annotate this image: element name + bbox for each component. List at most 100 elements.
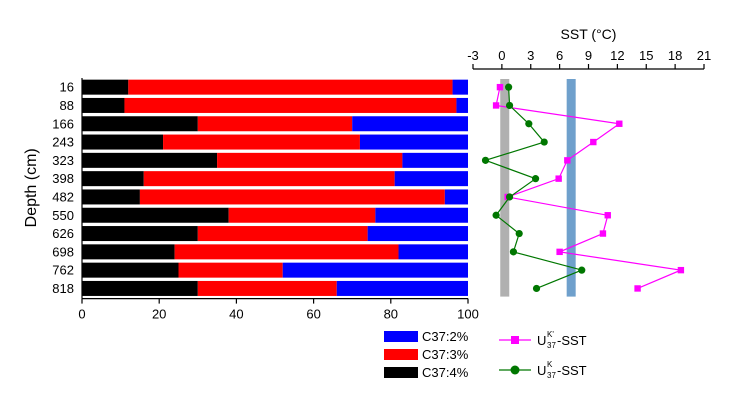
legend-swatch-c37-3-: [384, 349, 418, 360]
sst-tick-label: 21: [697, 48, 711, 63]
bar-c37-2--323: [402, 152, 468, 168]
sst-tick-label: 18: [668, 48, 682, 63]
sst-point-square: [604, 212, 611, 219]
sst-point-circle: [505, 83, 513, 91]
x-tick-label: 20: [152, 307, 166, 322]
sst-point-circle: [515, 229, 523, 238]
sst-line-1: [483, 87, 584, 289]
legend-label: C37:3%: [422, 347, 469, 362]
legend-series-superscript: K': [547, 330, 554, 339]
bar-c37-2--482: [444, 189, 468, 205]
sst-point-square: [590, 138, 597, 146]
y-axis-label: Depth (cm): [23, 148, 40, 227]
legend-swatch-c37-2-: [384, 331, 418, 342]
depth-tick-label: 626: [52, 226, 74, 241]
bar-c37-3--550: [228, 207, 376, 223]
depth-tick-label: 16: [60, 80, 74, 95]
sst-tick-label: 6: [556, 48, 563, 63]
bar-c37-4--818: [82, 280, 198, 296]
depth-tick-label: 323: [52, 153, 74, 168]
sst-tick-label: 3: [527, 48, 534, 63]
bar-c37-2--243: [359, 134, 468, 150]
bar-c37-4--550: [82, 207, 229, 223]
bar-c37-2--550: [375, 207, 468, 223]
legend-series-superscript: K: [547, 360, 553, 369]
sst-point-square: [677, 266, 685, 274]
legend-series-letter: U: [537, 333, 546, 348]
sst-point-square: [556, 248, 563, 256]
bar-c37-4--626: [82, 226, 198, 242]
bar-c37-4--482: [82, 189, 140, 205]
legend-series-letter: U: [537, 363, 546, 378]
sst-tick-label: 15: [639, 48, 653, 63]
sst-tick-label: 9: [585, 48, 592, 63]
depth-tick-label: 818: [52, 281, 74, 296]
depth-tick-label: 398: [52, 171, 74, 186]
depth-tick-label: 243: [52, 135, 74, 150]
sst-point-circle: [540, 138, 548, 146]
legend-label: C37:4%: [422, 365, 469, 380]
sst-point-circle: [505, 101, 514, 110]
bar-c37-2--398: [394, 171, 468, 187]
sst-point-square: [555, 175, 562, 182]
bar-c37-4--88: [82, 97, 125, 113]
bar-c37-4--698: [82, 244, 175, 260]
bar-chart: 16 88 166 243 323 398 482 550 626 698 762 818 0 20 40 6…: [23, 78, 479, 322]
sst-point-circle: [578, 266, 586, 274]
sst-point-circle: [532, 284, 541, 293]
bar-c37-3--482: [139, 189, 445, 205]
depth-tick-label: 550: [52, 208, 74, 223]
legend-series-subscript: 37: [547, 341, 556, 350]
bar-c37-3--16: [128, 79, 453, 95]
sst-chart: -3 0 3 6 9 12 15 18 21 SST (°C): [467, 26, 711, 297]
bar-c37-4--16: [82, 79, 129, 95]
bar-c37-3--166: [197, 116, 353, 132]
bar-c37-3--818: [197, 280, 337, 296]
depth-tick-label: 166: [52, 116, 74, 131]
x-tick-label: 0: [78, 307, 85, 322]
bar-c37-2--166: [352, 116, 468, 132]
sst-point-square: [496, 83, 504, 91]
bar-c37-4--762: [82, 262, 179, 278]
sst-point-circle: [492, 211, 500, 219]
sst-point-square: [599, 230, 607, 237]
bar-c37-2--762: [282, 262, 468, 278]
legend-marker-square: [511, 336, 519, 344]
sst-point-square: [634, 285, 641, 292]
depth-tick-label: 762: [52, 263, 74, 278]
sst-line-0: [495, 87, 684, 289]
depth-tick-label: 698: [52, 244, 74, 259]
sst-band-1: [566, 79, 576, 297]
sst-axis-title: SST (°C): [561, 26, 617, 42]
bar-c37-4--243: [82, 134, 164, 150]
bar-c37-2--698: [398, 244, 468, 260]
sst-point-circle: [481, 156, 490, 164]
sst-tick-label: 12: [610, 48, 624, 63]
bar-c37-3--243: [163, 134, 360, 150]
bar-c37-3--323: [217, 152, 403, 168]
legend-series-suffix: -SST: [557, 333, 587, 348]
sst-point-square: [492, 102, 500, 109]
bar-c37-2--626: [367, 226, 468, 242]
depth-tick-label: 482: [52, 189, 74, 204]
sst-point-circle: [525, 120, 533, 128]
legend-swatch-c37-4-: [384, 367, 418, 378]
bar-c37-4--166: [82, 116, 198, 132]
x-tick-label: 80: [384, 307, 398, 322]
bar-c37-4--323: [82, 152, 218, 168]
legend-label: C37:2%: [422, 329, 469, 344]
depth-tick-label: 88: [60, 98, 74, 113]
legend-marker-circle: [510, 365, 520, 375]
sst-point-square: [564, 157, 571, 164]
bar-c37-3--762: [178, 262, 283, 278]
sst-point-square: [616, 120, 623, 127]
x-tick-label: 100: [457, 307, 479, 322]
bar-c37-3--88: [124, 97, 457, 113]
bar-c37-2--818: [336, 280, 468, 296]
bar-c37-3--626: [197, 226, 368, 242]
legend-series-subscript: 37: [547, 371, 556, 380]
bar-c37-2--16: [452, 79, 468, 95]
bar-c37-2--88: [456, 97, 468, 113]
x-tick-label: 60: [306, 307, 320, 322]
